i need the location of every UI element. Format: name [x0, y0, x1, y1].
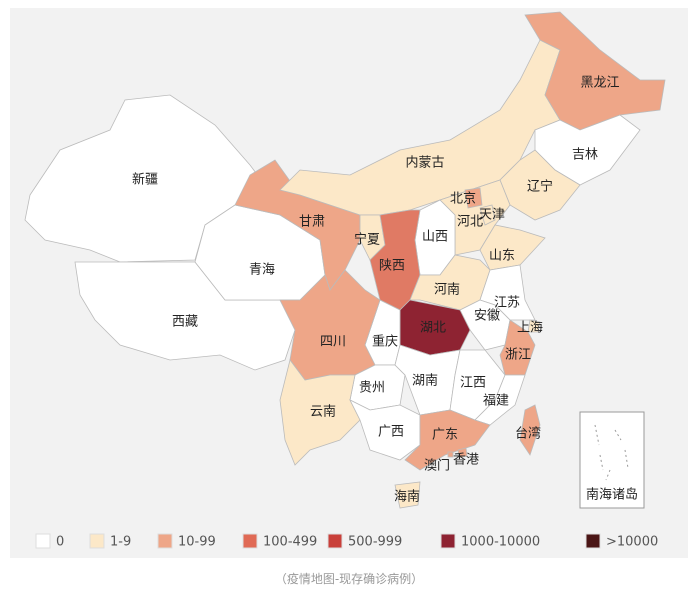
region-label: 广西	[378, 425, 404, 440]
region[interactable]	[457, 447, 468, 459]
region-label: 天津	[479, 208, 505, 223]
region[interactable]	[447, 451, 454, 458]
region-label: 浙江	[505, 348, 531, 363]
region-label: 江西	[460, 376, 486, 391]
region-label: 上海	[517, 321, 543, 336]
legend-swatch	[35, 533, 51, 549]
region-label: 香港	[453, 453, 479, 468]
region[interactable]	[527, 319, 541, 333]
region-label: 内蒙古	[405, 155, 444, 171]
inset-box	[579, 411, 645, 509]
region[interactable]	[524, 11, 666, 131]
region-label: 辽宁	[527, 179, 553, 195]
region-label: 新疆	[132, 172, 158, 188]
region[interactable]	[499, 319, 536, 376]
legend-swatch	[157, 533, 173, 549]
legend-label: 500-999	[348, 535, 402, 550]
region-label: 山西	[422, 230, 448, 245]
region-label: 陕西	[379, 259, 405, 274]
legend-label: 0	[56, 535, 64, 550]
region-label: 广东	[432, 428, 458, 443]
region-label: 贵州	[359, 381, 385, 396]
inset-label: 南海诸岛	[586, 487, 638, 503]
legend-swatch	[242, 533, 258, 549]
region-label: 吉林	[572, 148, 598, 163]
region[interactable]	[394, 481, 421, 509]
legend-label: 100-499	[263, 535, 317, 550]
caption: （疫情地图-现存确诊病例）	[274, 572, 424, 586]
inset-islands	[594, 424, 629, 481]
region-label: 黑龙江	[580, 76, 619, 91]
region-label: 北京	[450, 192, 476, 207]
legend-swatch	[440, 533, 456, 549]
region-label: 青海	[249, 263, 275, 278]
region-label: 重庆	[372, 334, 398, 350]
legend-label: 10-99	[178, 535, 216, 550]
legend-label: 1-9	[110, 535, 131, 550]
legend-swatch	[585, 533, 601, 549]
region-label: 宁夏	[354, 232, 380, 248]
region-label: 湖南	[412, 373, 438, 389]
region-label: 云南	[310, 404, 336, 420]
region-label: 河南	[434, 282, 460, 298]
region-label: 四川	[320, 335, 346, 350]
region-label: 甘肃	[299, 215, 325, 230]
region-label: 福建	[483, 394, 509, 409]
legend-label: >10000	[606, 535, 658, 550]
region[interactable]	[464, 187, 483, 209]
region-label: 山东	[489, 249, 515, 264]
region-label: 台湾	[515, 426, 541, 442]
region-label: 澳门	[424, 458, 450, 474]
region-label: 江苏	[494, 295, 520, 311]
legend-swatch	[327, 533, 343, 549]
region[interactable]	[279, 359, 361, 466]
region-label: 河北	[457, 215, 483, 230]
regions	[24, 11, 666, 509]
region-label: 海南	[394, 489, 420, 505]
legend-label: 1000-10000	[461, 535, 540, 550]
region-label: 湖北	[420, 321, 446, 336]
region[interactable]	[479, 204, 496, 226]
region-label: 西藏	[172, 315, 198, 330]
region-label: 安徽	[474, 309, 500, 324]
region[interactable]	[519, 404, 541, 456]
legend-swatch	[89, 533, 105, 549]
